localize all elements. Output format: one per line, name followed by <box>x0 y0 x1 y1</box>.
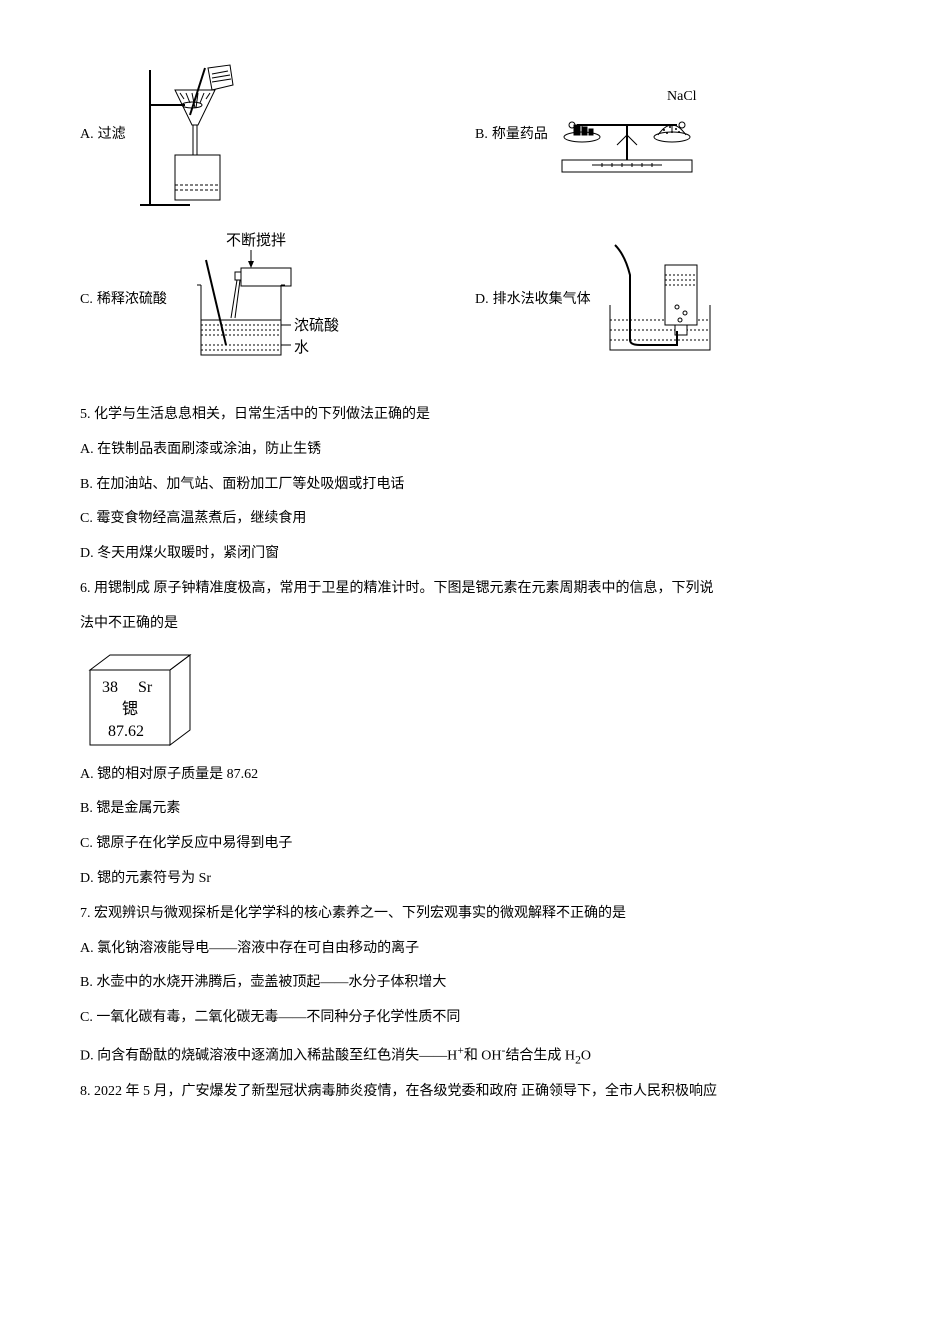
filter-diagram <box>130 60 240 210</box>
nacl-label: NaCl <box>667 89 697 104</box>
q4-option-b: B. 称量药品 NaCl <box>475 60 870 210</box>
filter-icon <box>130 60 240 210</box>
q7-stem: 7. 宏观辨识与微观探析是化学学科的核心素养之一、下列宏观事实的微观解释不正确的… <box>80 899 870 930</box>
periodic-cell-icon: 38 Sr 锶 87.62 <box>80 650 200 750</box>
q4-options-row1: A. 过滤 <box>80 60 870 390</box>
q7-d: D. 向含有酚酞的烧碱溶液中逐滴加入稀盐酸至红色消失——H+和 OH-结合生成 … <box>80 1038 870 1073</box>
q8-stem: 8. 2022 年 5 月，广安爆发了新型冠状病毒肺炎疫情，在各级党委和政府 正… <box>80 1077 870 1108</box>
opt-letter: A. <box>80 120 94 151</box>
q7-d-mid: 和 OH <box>464 1049 502 1064</box>
water-collect-icon <box>595 235 725 365</box>
atomic-mass: 87.62 <box>108 723 144 740</box>
opt-label: 排水法收集气体 <box>493 285 591 316</box>
opt-letter: B. <box>475 120 488 151</box>
h-plus: + <box>457 1044 464 1057</box>
q7-d-pre: D. 向含有酚酞的烧碱溶液中逐滴加入稀盐酸至红色消失——H <box>80 1049 457 1064</box>
q7-c: C. 一氧化碳有毒，二氧化碳无毒——不同种分子化学性质不同 <box>80 1003 870 1034</box>
q6-b: B. 锶是金属元素 <box>80 794 870 825</box>
q5-b: B. 在加油站、加气站、面粉加工厂等处吸烟或打电话 <box>80 470 870 501</box>
q6-d: D. 锶的元素符号为 Sr <box>80 864 870 895</box>
atomic-number: 38 <box>102 679 118 696</box>
water-collect-diagram <box>595 235 725 365</box>
stir-label: 不断搅拌 <box>226 232 286 249</box>
q5-a: A. 在铁制品表面刷漆或涂油，防止生锈 <box>80 435 870 466</box>
q5-stem: 5. 化学与生活息息相关，日常生活中的下列做法正确的是 <box>80 400 870 431</box>
dilute-icon: 不断搅拌 <box>171 230 351 370</box>
q5-c: C. 霉变食物经高温蒸煮后，继续食用 <box>80 504 870 535</box>
balance-diagram: NaCl <box>552 85 702 185</box>
q6-a: A. 锶的相对原子质量是 87.62 <box>80 760 870 791</box>
opt-letter: C. <box>80 285 93 316</box>
q4-option-d: D. 排水法收集气体 <box>475 230 870 370</box>
acid-label: 浓硫酸 <box>294 317 339 334</box>
q7-d-end: O <box>581 1049 591 1064</box>
water-label: 水 <box>294 339 309 356</box>
q6-c: C. 锶原子在化学反应中易得到电子 <box>80 829 870 860</box>
opt-label: 过滤 <box>98 120 126 151</box>
q4-option-c: C. 稀释浓硫酸 不断搅拌 <box>80 230 475 370</box>
opt-letter: D. <box>475 285 489 316</box>
balance-icon: NaCl <box>552 85 702 185</box>
q5-d: D. 冬天用煤火取暖时，紧闭门窗 <box>80 539 870 570</box>
opt-label: 稀释浓硫酸 <box>97 285 167 316</box>
q6-stem2: 法中不正确的是 <box>80 609 870 640</box>
element-box: 38 Sr 锶 87.62 <box>80 650 870 750</box>
q7-d-post: 结合生成 H <box>505 1049 575 1064</box>
opt-label: 称量药品 <box>492 120 548 151</box>
q7-b: B. 水壶中的水烧开沸腾后，壶盖被顶起——水分子体积增大 <box>80 968 870 999</box>
q6-stem1: 6. 用锶制成 原子钟精准度极高，常用于卫星的精准计时。下图是锶元素在元素周期表… <box>80 574 870 605</box>
dilute-diagram: 不断搅拌 <box>171 230 351 370</box>
element-name: 锶 <box>122 700 138 718</box>
element-symbol: Sr <box>138 679 153 696</box>
q7-a: A. 氯化钠溶液能导电——溶液中存在可自由移动的离子 <box>80 934 870 965</box>
q4-option-a: A. 过滤 <box>80 60 475 210</box>
